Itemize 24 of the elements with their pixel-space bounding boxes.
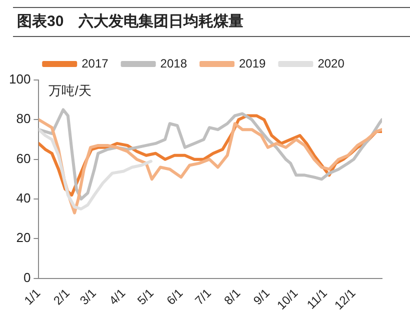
x-tick-label: 9/1 bbox=[250, 286, 273, 308]
x-tick-label: 6/1 bbox=[164, 286, 186, 308]
y-axis-title: 万吨/天 bbox=[48, 83, 92, 98]
y-tick-label: 60 bbox=[16, 150, 31, 166]
legend-label: 2017 bbox=[82, 56, 109, 70]
legend-label: 2020 bbox=[318, 56, 345, 70]
y-tick-label: 20 bbox=[16, 230, 31, 246]
y-tick-label: 100 bbox=[8, 72, 31, 87]
x-tick-label: 12/1 bbox=[332, 286, 358, 312]
x-tick-label: 1/1 bbox=[21, 286, 44, 308]
x-tick-label: 4/1 bbox=[106, 286, 128, 308]
y-tick-label: 40 bbox=[16, 190, 31, 206]
x-tick-label: 7/1 bbox=[192, 286, 214, 308]
legend-label: 2019 bbox=[239, 56, 266, 70]
legend-label: 2018 bbox=[160, 56, 188, 70]
x-tick-label: 5/1 bbox=[134, 286, 157, 308]
x-tick-label: 11/1 bbox=[304, 286, 330, 312]
x-tick-label: 3/1 bbox=[77, 286, 100, 308]
x-tick-label: 2/1 bbox=[50, 286, 73, 308]
x-tick-label: 10/1 bbox=[274, 286, 301, 312]
chart-title: 图表30 六大发电集团日均耗煤量 bbox=[13, 7, 410, 37]
x-tick-label: 8/1 bbox=[221, 286, 244, 308]
y-tick-label: 0 bbox=[23, 270, 31, 285]
y-tick-label: 80 bbox=[16, 111, 31, 126]
